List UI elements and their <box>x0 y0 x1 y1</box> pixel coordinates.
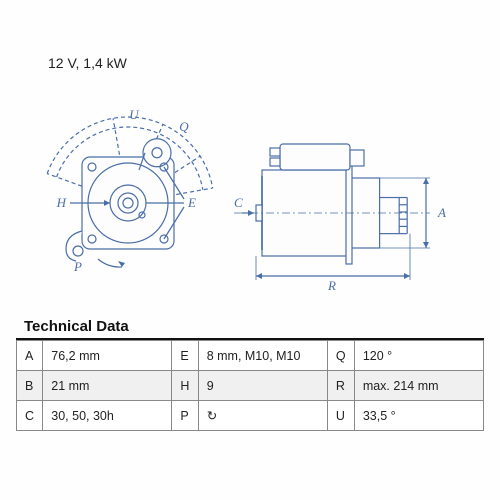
param-value: 33,5 ° <box>354 401 483 431</box>
param-key: P <box>172 401 198 431</box>
svg-text:A: A <box>437 205 446 220</box>
param-value: max. 214 mm <box>354 371 483 401</box>
param-key: E <box>172 341 198 371</box>
param-key: C <box>17 401 43 431</box>
svg-text:C: C <box>234 195 243 210</box>
param-key: U <box>327 401 354 431</box>
param-key: R <box>327 371 354 401</box>
param-key: B <box>17 371 43 401</box>
param-key: H <box>172 371 198 401</box>
param-value: 120 ° <box>354 341 483 371</box>
svg-text:U: U <box>129 107 140 122</box>
table-title: Technical Data <box>24 318 129 335</box>
svg-text:Q: Q <box>179 119 189 134</box>
param-value: 9 <box>198 371 327 401</box>
table-row: C30, 50, 30hP↻U33,5 ° <box>17 401 484 431</box>
technical-diagram: Q U H E P C A R <box>0 75 500 295</box>
param-value: 21 mm <box>43 371 172 401</box>
voltage-power-spec: 12 V, 1,4 kW <box>48 55 127 71</box>
param-value: 30, 50, 30h <box>43 401 172 431</box>
table-row: A76,2 mmE8 mm, M10, M10Q120 ° <box>17 341 484 371</box>
svg-text:H: H <box>56 195 67 210</box>
svg-text:E: E <box>187 195 196 210</box>
table-row: B21 mmH9Rmax. 214 mm <box>17 371 484 401</box>
param-key: A <box>17 341 43 371</box>
param-key: Q <box>327 341 354 371</box>
svg-text:P: P <box>73 259 82 274</box>
param-value: 8 mm, M10, M10 <box>198 341 327 371</box>
svg-text:R: R <box>327 278 336 293</box>
param-value: 76,2 mm <box>43 341 172 371</box>
param-value: ↻ <box>198 401 327 431</box>
technical-data-table: A76,2 mmE8 mm, M10, M10Q120 °B21 mmH9Rma… <box>16 340 484 431</box>
